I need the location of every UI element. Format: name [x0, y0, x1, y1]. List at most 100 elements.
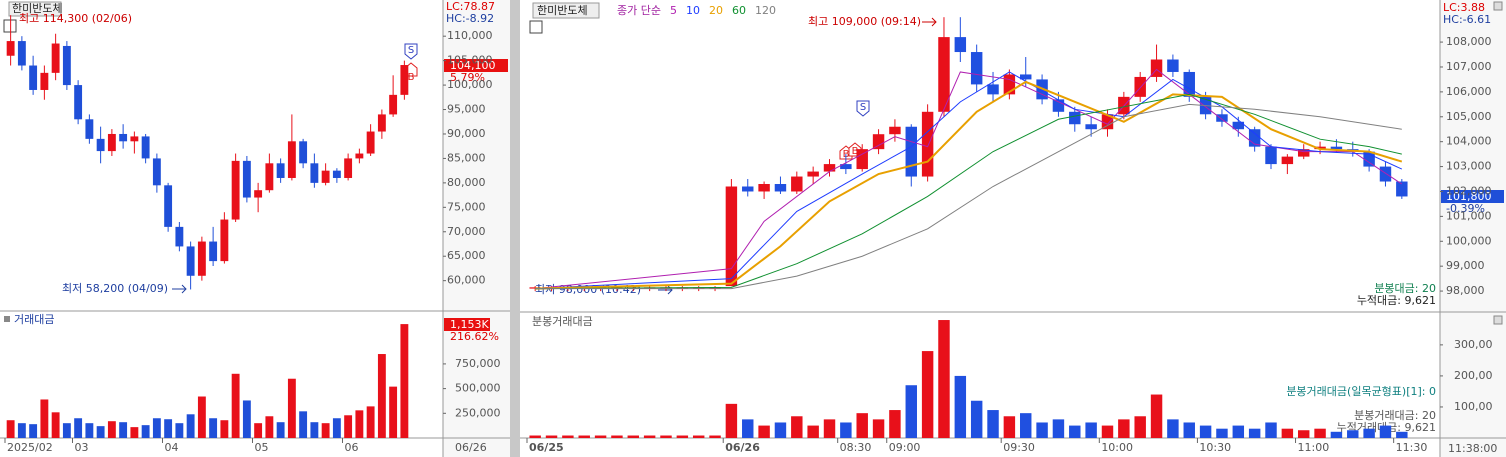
last-price: 104,100: [450, 59, 496, 72]
candle-body: [905, 126, 917, 177]
chart-title: 한미반도체: [12, 2, 63, 15]
volume-bar: [872, 419, 885, 438]
volume-bar: [344, 415, 353, 438]
splitter[interactable]: [510, 0, 520, 457]
candle-body: [40, 72, 49, 90]
lc-label: LC:3.88: [1443, 1, 1485, 14]
volume-bar: [889, 410, 901, 438]
volume-bar: [96, 426, 105, 438]
x-tick-label: 10:30: [1199, 441, 1231, 454]
candle-body: [1003, 74, 1016, 95]
x-tick-label: 11:30: [1396, 441, 1428, 454]
legend-entry: 120: [755, 4, 776, 17]
hc-label: HC:-8.92: [446, 12, 494, 25]
y-tick-label: 90,000: [447, 127, 486, 140]
volume-bar: [1347, 430, 1359, 438]
x-tick-label: 06: [345, 441, 359, 454]
candle-body: [1396, 181, 1408, 197]
legend-entry: 10: [686, 4, 700, 17]
y-tick-label: 105,000: [1446, 110, 1492, 123]
volume-bar: [1020, 413, 1032, 438]
candle-body: [823, 164, 836, 172]
candle-body: [742, 186, 754, 192]
volume-bar: [62, 423, 71, 438]
candle-body: [389, 94, 398, 115]
y-tick-label: 95,000: [447, 103, 486, 116]
title-box[interactable]: [532, 2, 600, 19]
high-label: 최고 109,000 (09:14): [808, 15, 921, 28]
y-tick-label: 85,000: [447, 151, 486, 164]
low-label: 최저 98,000 (10:42): [535, 283, 641, 296]
volume-bar: [209, 418, 218, 438]
candle-body: [242, 160, 251, 198]
svg-text:S: S: [408, 45, 414, 56]
change-label: 5.79%: [450, 71, 485, 84]
volume-bar: [299, 411, 308, 438]
volume-bar: [29, 424, 38, 438]
volume-bar: [1118, 419, 1130, 438]
volume-bar: [1248, 428, 1261, 438]
volume-bar: [231, 373, 240, 438]
candle-body: [141, 136, 150, 159]
candle-body: [791, 176, 803, 192]
volume-bar: [85, 423, 94, 438]
y-tick-label: 104,000: [1446, 135, 1492, 148]
candle-body: [220, 219, 229, 262]
y-tick-label: 110,000: [447, 29, 493, 42]
x-tick-label: 08:30: [840, 441, 872, 454]
volume-bar: [17, 423, 26, 438]
candle-body: [1216, 114, 1228, 122]
candle-body: [1150, 59, 1163, 77]
title-box[interactable]: [8, 1, 62, 17]
candle-body: [1314, 146, 1326, 150]
x-tick-label: 05: [255, 441, 269, 454]
volume-bar: [310, 422, 319, 438]
volume-bar: [40, 399, 49, 438]
y-tick-label: 750,000: [455, 357, 501, 370]
volume-ratio: 216.62%: [450, 330, 499, 343]
candle-body: [344, 158, 353, 178]
y-tick-label: 80,000: [447, 176, 486, 189]
candle-body: [377, 114, 386, 132]
volume-bar: [1036, 422, 1048, 438]
candle-body: [287, 141, 296, 178]
volume-bar: [1265, 422, 1277, 438]
volume-bar: [1396, 431, 1408, 438]
last-price-box: [1441, 190, 1504, 203]
signal-markers: S B: [404, 43, 418, 83]
candle-body: [130, 136, 139, 142]
candle-body: [774, 184, 787, 192]
panel-button[interactable]: [1493, 315, 1503, 325]
legend-entry: 5: [670, 4, 677, 17]
volume-bar: [1085, 422, 1097, 438]
calendar-icon[interactable]: [529, 20, 543, 34]
y-tick-label: 106,000: [1446, 85, 1492, 98]
candle-body: [758, 184, 770, 192]
y-tick-label: 100,000: [447, 78, 493, 91]
volume-bar: [1281, 428, 1294, 438]
volume-bar: [1379, 425, 1392, 438]
y-tick-label: 70,000: [447, 225, 486, 238]
volume-title: 거래대금: [14, 313, 54, 326]
volume-bar: [970, 400, 983, 438]
last-price-box: [444, 59, 508, 72]
volume-bar: [562, 435, 574, 438]
volume-bar: [152, 418, 161, 438]
candle-body: [1248, 129, 1261, 147]
volume-bar: [51, 412, 60, 438]
legend-entry: 60: [732, 4, 746, 17]
volume-bar: [725, 403, 738, 438]
x-tick-label: 2025/02: [7, 441, 53, 454]
panel-button[interactable]: [1493, 1, 1503, 11]
candle-body: [1363, 151, 1375, 167]
candle-body: [197, 241, 206, 276]
y-tick-label: 65,000: [447, 249, 486, 262]
y-tick-label: 300,00: [1454, 338, 1493, 351]
volume-bar: [1363, 428, 1375, 438]
high-arrow: [922, 17, 937, 27]
volume-bar: [355, 410, 364, 438]
candle-body: [856, 149, 868, 170]
y-tick-label: 98,000: [1446, 284, 1485, 297]
calendar-icon[interactable]: [3, 19, 17, 33]
